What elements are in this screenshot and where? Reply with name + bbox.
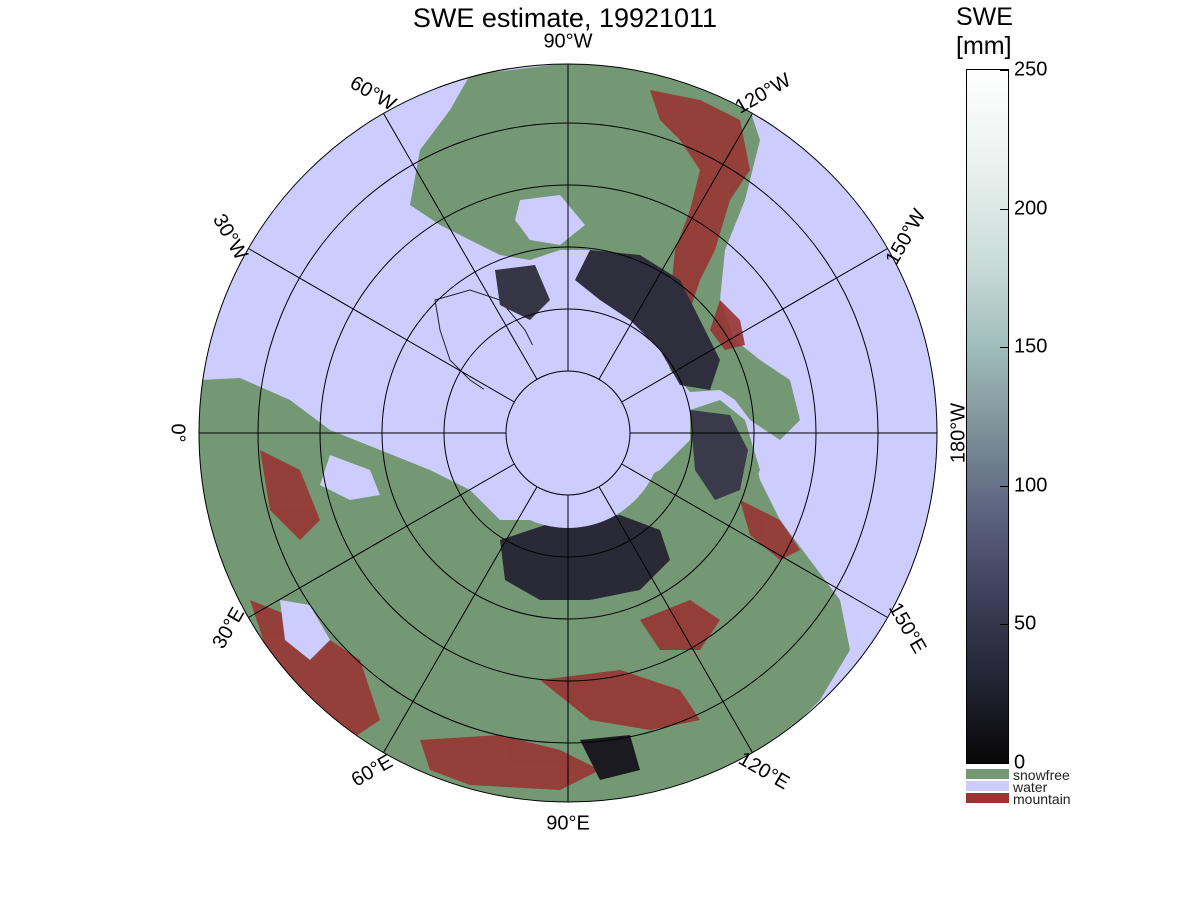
colorbar-tick-label: 150: [1014, 335, 1048, 358]
longitude-label: 90°E: [546, 812, 590, 834]
longitude-label: 60°W: [346, 72, 400, 116]
longitude-label: 120°E: [735, 748, 793, 794]
colorbar-tick-mark: [1000, 70, 1009, 71]
colorbar: [966, 69, 1009, 764]
meridian-line: [383, 486, 538, 753]
colorbar-tick-mark: [1000, 347, 1009, 349]
meridian-line: [248, 463, 515, 618]
longitude-label: 30°W: [208, 210, 252, 264]
longitude-label: 60°E: [348, 751, 397, 792]
legend-label-snowfree: snowfree: [1013, 767, 1070, 783]
meridian-line: [248, 248, 515, 403]
legend-swatch-mountain: [966, 793, 1009, 803]
colorbar-title-line1: SWE: [956, 3, 1013, 31]
meridian-line: [621, 463, 888, 618]
meridian-line: [621, 248, 888, 403]
colorbar-tick-label: 50: [1014, 612, 1037, 635]
colorbar-title-unit: [mm]: [956, 32, 1012, 60]
longitude-label: 90°W: [543, 30, 592, 52]
longitude-label: 150°W: [881, 205, 930, 268]
meridian-line: [598, 486, 753, 753]
colorbar-tick-mark: [1000, 763, 1009, 764]
graticule: [198, 63, 938, 803]
water-caspian: [320, 455, 380, 500]
colorbar-tick-label: 0: [1014, 751, 1026, 774]
longitude-label: 30°E: [208, 604, 249, 653]
colorbar-tick-label: 100: [1014, 474, 1048, 497]
meridian-line: [383, 113, 538, 380]
arctic-ocean: [473, 338, 663, 528]
longitude-label: 150°E: [884, 599, 930, 657]
land-layer: [199, 64, 850, 802]
water-baltic: [280, 600, 330, 660]
colorbar-tick-mark: [1000, 208, 1009, 210]
legend-label-water: water: [1013, 779, 1048, 795]
legend-swatch-snowfree: [966, 769, 1009, 779]
legend-label-mountain: mountain: [1013, 791, 1071, 807]
legend-swatch-water: [966, 781, 1009, 791]
figure-title: SWE estimate, 19921011: [412, 3, 718, 33]
colorbar-tick-label: 250: [1014, 58, 1048, 81]
longitude-label: 120°W: [732, 69, 795, 118]
colorbar-tick-mark: [1000, 485, 1009, 487]
colorbar-tick-label: 200: [1014, 197, 1048, 220]
longitude-label: 180°W: [947, 403, 969, 463]
colorbar-title: SWE [mm]: [956, 3, 1013, 61]
longitude-label: 0°: [167, 423, 189, 442]
colorbar-tick-mark: [1000, 624, 1009, 626]
snow-regions: [495, 250, 748, 780]
meridian-line: [598, 113, 753, 380]
